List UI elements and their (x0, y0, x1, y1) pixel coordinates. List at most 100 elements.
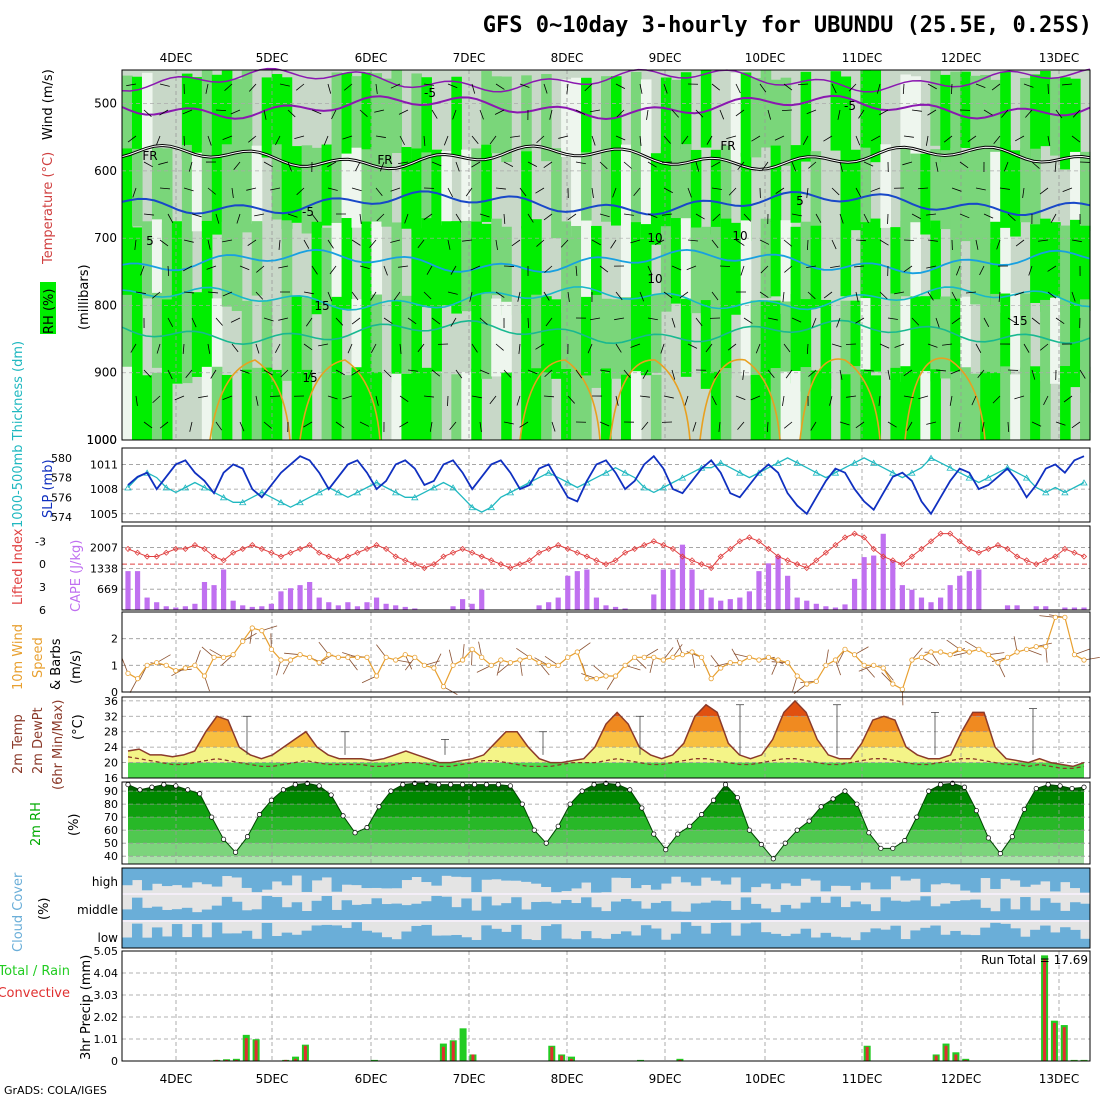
rh-tick: 70 (104, 811, 118, 824)
cloud-cell (760, 868, 772, 884)
rh-cell (870, 218, 882, 297)
cloud-cell (501, 903, 512, 920)
rh-cell (980, 371, 991, 440)
li-marker (536, 549, 543, 556)
wind-barb (407, 317, 417, 325)
rh-cell (431, 373, 442, 440)
thickness-marker (774, 459, 782, 466)
wind-barb (375, 135, 386, 138)
wind-barb (278, 265, 289, 269)
rh-marker (746, 827, 752, 833)
thickness-marker (755, 469, 763, 476)
rh-cell (231, 153, 243, 246)
cloud-cell (471, 939, 482, 948)
wind-barb (222, 135, 233, 140)
cape-bar (842, 604, 848, 610)
contour-label: 5 (796, 194, 804, 208)
wind-barb (735, 239, 745, 246)
wind-barb (159, 239, 169, 247)
rh-cell (541, 74, 552, 162)
rh-cell (321, 297, 333, 373)
wind-barb (575, 369, 583, 379)
li-marker (344, 553, 351, 560)
wind-barb (207, 291, 218, 294)
wind-barb (983, 109, 993, 116)
precip-unit: 3hr Precip (mm) (79, 955, 94, 1060)
wind-barb (887, 369, 891, 380)
rh-cell (451, 76, 462, 157)
wind-barb (918, 395, 929, 400)
wind-marker (278, 657, 284, 663)
rh-marker (591, 782, 597, 788)
wind-barb (767, 369, 775, 378)
wind-barb (233, 161, 241, 171)
rh-cell (910, 296, 921, 371)
cloud-cell (401, 905, 412, 920)
wind-barb (462, 239, 473, 242)
date-label: 9DEC (649, 1072, 682, 1086)
wind-barb (718, 421, 721, 432)
cloud-cell (221, 896, 233, 920)
rh-cell (870, 70, 882, 163)
rh-cell (311, 221, 323, 315)
rh-cell (561, 294, 572, 373)
cloud-cell (780, 904, 792, 920)
rh-marker (651, 831, 657, 837)
wind-barb (791, 161, 797, 172)
wind-barb (711, 395, 717, 406)
cape-bar (880, 533, 886, 610)
wind-barb (591, 135, 596, 146)
cape-bar (316, 597, 322, 610)
wind-barb (383, 265, 388, 276)
date-label: 4DEC (160, 51, 193, 65)
cloud-cell (770, 912, 782, 920)
date-label: 4DEC (160, 1072, 193, 1086)
wind-barb (903, 239, 915, 241)
wind-barb (951, 83, 953, 95)
wind-barb (1007, 421, 1010, 433)
cloud-cell (630, 901, 642, 920)
wind-barb (471, 161, 481, 168)
cloud-cell (122, 909, 133, 920)
orange-contour (209, 359, 291, 441)
wind-barb (671, 109, 680, 118)
wind-marker (154, 660, 160, 666)
cloud-cell (271, 868, 283, 882)
rh-cell (610, 146, 622, 226)
wind-barb (495, 187, 506, 190)
rh-cell (990, 372, 1001, 440)
rh-cell (950, 371, 961, 440)
rh-legend-swatch (40, 282, 56, 334)
li-marker (440, 553, 447, 560)
wind-barb (287, 213, 298, 218)
cape-bar (182, 606, 188, 610)
cloud-cell (1040, 925, 1051, 948)
rh-cell (361, 369, 373, 440)
rh-cell (980, 74, 991, 152)
rh-cell (660, 226, 672, 312)
precip-tick: 3.03 (94, 989, 119, 1002)
cape-bar (555, 597, 561, 610)
rh-marker (818, 804, 824, 810)
rh-cell (122, 294, 133, 385)
rh-marker (483, 782, 490, 788)
cloud-cell (211, 868, 223, 887)
wind-barb (423, 213, 433, 221)
thickness-marker (850, 459, 859, 466)
cloud-cell (231, 868, 243, 878)
wind-marker (1071, 652, 1078, 658)
cloud-cell (231, 933, 243, 948)
cloud-cell (131, 868, 143, 881)
date-label: 6DEC (355, 1072, 388, 1086)
thickness-marker (564, 479, 572, 486)
contour-label: 10 (732, 229, 747, 243)
rh-cell (950, 218, 961, 300)
contour-label: 10 (647, 272, 662, 286)
cloud-cell (301, 868, 313, 892)
wind-barb (519, 187, 527, 197)
wind-barb (751, 135, 761, 142)
rh-cell (680, 218, 692, 310)
thickness-marker (621, 469, 629, 476)
temp-label-3: (6hr Min/Max) (51, 700, 66, 790)
wind-barb (183, 135, 185, 147)
